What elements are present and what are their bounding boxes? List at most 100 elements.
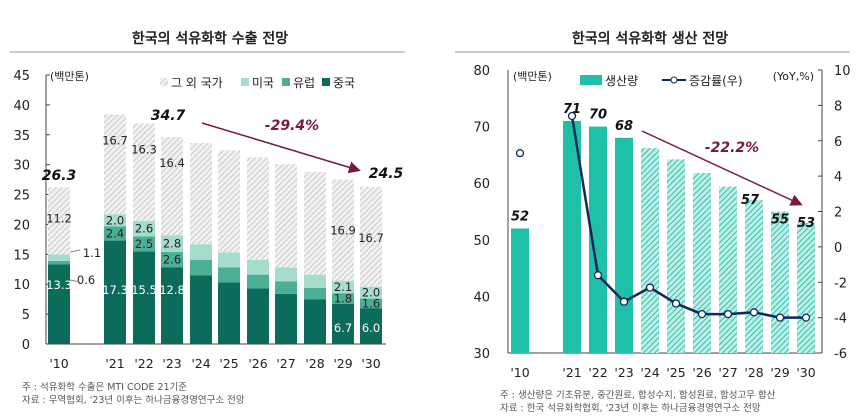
- right-right-tick: -6: [834, 347, 847, 362]
- left-data-label: 12.8: [159, 283, 185, 297]
- left-legend-swatch: [282, 78, 290, 86]
- right-x-tick: '28: [744, 365, 763, 380]
- right-growth-point: [567, 111, 577, 121]
- right-left-tick: 70: [473, 121, 490, 136]
- left-bar-유럽: [304, 287, 326, 300]
- left-legend-swatch: [241, 78, 249, 86]
- left-total-label: 26.3: [42, 168, 77, 184]
- left-data-label: 2.6: [135, 222, 153, 236]
- left-x-tick: '27: [276, 356, 295, 371]
- left-y-tick: 15: [13, 248, 30, 263]
- right-right-tick: 6: [834, 135, 842, 150]
- right-left-tick: 60: [473, 177, 490, 192]
- left-bar-유럽: [104, 226, 126, 241]
- left-x-tick: '28: [305, 356, 324, 371]
- left-data-label: 1.1: [83, 246, 101, 260]
- left-bar-유럽: [275, 281, 297, 294]
- right-left-tick: 50: [473, 234, 490, 249]
- left-y-tick: 0: [22, 338, 30, 353]
- left-data-label: 17.3: [102, 283, 128, 297]
- right-data-label: 53: [797, 216, 815, 231]
- right-growth-point: [593, 271, 603, 280]
- left-legend-label: 그 외 국가: [171, 76, 223, 90]
- left-bar-그 외 국가: [304, 171, 326, 275]
- left-x-tick: '23: [162, 356, 181, 371]
- left-data-label: 15.5: [131, 283, 157, 297]
- left-data-label: 2.6: [163, 253, 181, 267]
- left-y-tick: 35: [13, 129, 30, 144]
- left-bar-그 외 국가: [247, 157, 269, 260]
- left-bar-유럽: [218, 267, 240, 283]
- right-annotation: -22.2%: [705, 140, 759, 156]
- right-right-tick: 0: [834, 241, 842, 256]
- left-x-tick: '21: [105, 356, 124, 371]
- right-x-tick: '29: [770, 365, 789, 380]
- right-x-tick: '25: [666, 365, 685, 380]
- left-bar-미국: [360, 286, 382, 299]
- right-x-tick: '22: [588, 365, 607, 380]
- right-chart-title: 한국의 석유화학 생산 전망: [571, 31, 729, 47]
- left-bar-미국: [104, 214, 126, 227]
- right-right-tick: 2: [834, 206, 842, 221]
- right-bar-production: [797, 222, 815, 353]
- right-growth-point: [619, 297, 629, 306]
- right-x-tick: '27: [718, 365, 737, 380]
- left-data-label: 11.2: [46, 211, 72, 225]
- left-legend-label: 미국: [252, 76, 274, 90]
- left-data-label: 2.0: [106, 213, 124, 227]
- left-data-label: 1.6: [362, 296, 380, 310]
- right-data-label: 55: [771, 213, 789, 228]
- left-bar-미국: [218, 252, 240, 268]
- right-note-2: 자료 : 한국 석유화학협회, '23년 이후는 하나금융경영연구소 전망: [500, 403, 761, 414]
- right-right-tick: -2: [834, 276, 847, 291]
- left-bar-유럽: [133, 236, 155, 252]
- right-bar-production: [771, 211, 789, 353]
- left-bar-유럽: [48, 260, 70, 265]
- left-total-label: 24.5: [369, 166, 404, 182]
- left-legend-swatch: [160, 78, 168, 86]
- left-data-label: 16.9: [330, 224, 356, 238]
- left-bar-유럽: [332, 293, 354, 304]
- right-data-label: 57: [741, 193, 760, 208]
- left-bar-중국: [275, 293, 297, 344]
- right-growth-point: [671, 299, 681, 308]
- left-bar-미국: [161, 235, 183, 252]
- right-left-tick: 30: [473, 347, 490, 362]
- left-bar-중국: [360, 308, 382, 344]
- left-legend-label: 중국: [333, 76, 355, 90]
- right-x-tick: '10: [510, 365, 529, 380]
- right-left-tick: 40: [473, 290, 490, 305]
- right-unit-left: (백만톤): [513, 70, 552, 83]
- right-unit-right: (YoY,%): [773, 70, 814, 83]
- left-note-1: 주 : 석유화학 수출은 MTI CODE 21기준: [22, 382, 188, 393]
- left-bar-그 외 국가: [218, 150, 240, 253]
- right-note-1: 주 : 생산량은 기초유분, 중간원료, 합성수지, 합성원료, 합성고무 합산: [500, 390, 776, 401]
- right-legend-label: 증감률(우): [689, 74, 743, 88]
- right-legend-label: 생산량: [605, 74, 638, 88]
- left-data-label: 16.7: [358, 231, 384, 245]
- right-data-label: 68: [615, 119, 633, 134]
- left-data-label: 2.4: [106, 226, 124, 240]
- left-bar-그 외 국가: [161, 137, 183, 236]
- left-bar-유럽: [190, 259, 212, 276]
- left-bar-그 외 국가: [133, 123, 155, 221]
- left-unit: (백만톤): [50, 70, 89, 83]
- left-data-label: 6.0: [362, 321, 380, 335]
- left-y-tick: 5: [22, 308, 30, 323]
- left-bar-미국: [48, 254, 70, 261]
- left-data-label: 1.8: [334, 292, 352, 306]
- right-bar-production: [511, 228, 529, 353]
- left-x-tick: '29: [333, 356, 352, 371]
- right-x-tick: '30: [796, 365, 815, 380]
- right-right-tick: 10: [834, 64, 851, 79]
- left-data-label: 16.3: [131, 142, 157, 156]
- left-data-label: 2.8: [163, 237, 181, 251]
- right-growth-point: [723, 309, 733, 319]
- left-bar-미국: [275, 267, 297, 282]
- left-bar-유럽: [360, 298, 382, 309]
- right-growth-point: [645, 283, 655, 292]
- left-data-label: 2.0: [362, 286, 380, 300]
- left-chart-title: 한국의 석유화학 수출 전망: [131, 31, 289, 47]
- right-bar-production: [589, 126, 607, 353]
- left-bar-중국: [332, 303, 354, 344]
